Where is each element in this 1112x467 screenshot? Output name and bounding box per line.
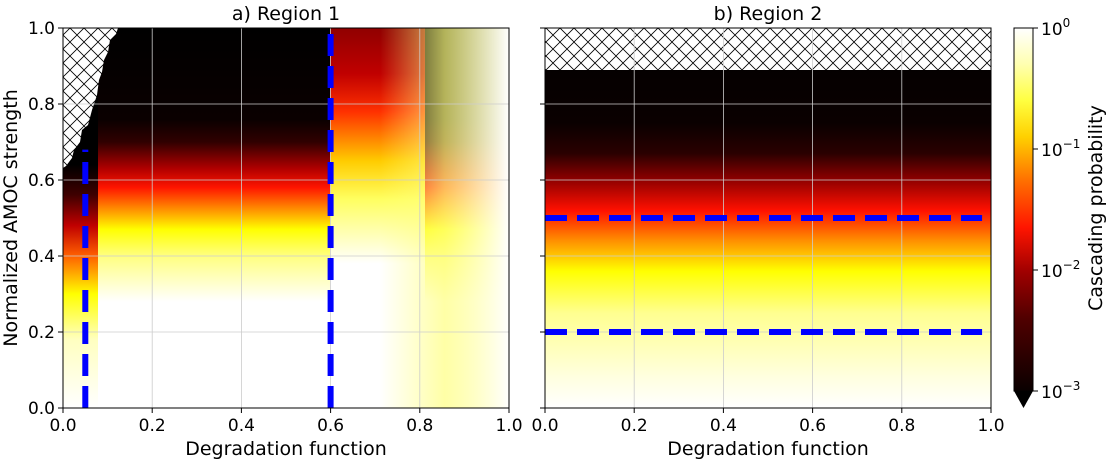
colorbar-gradient — [1014, 28, 1033, 391]
y-tick-label: 0.6 — [28, 171, 55, 191]
colorbar-tick-label: 10−1 — [1041, 137, 1080, 161]
x-tick-label: 0.8 — [406, 416, 433, 436]
x-tick-label: 0.6 — [799, 416, 826, 436]
grid-a — [63, 28, 509, 408]
x-tick-label: 0.4 — [228, 416, 255, 436]
x-tick-label: 0.6 — [317, 416, 344, 436]
y-tick-label: 0.2 — [28, 323, 55, 343]
reference-lines-a — [82, 28, 334, 408]
colorbar-tick-label: 10−2 — [1041, 258, 1080, 282]
colorbar-extend-min — [1014, 391, 1033, 408]
colorbar-ticks: 100 10−1 10−2 10−3 — [1033, 16, 1080, 403]
y-tick-label: 0.4 — [28, 247, 55, 267]
x-tick-label: 0.0 — [531, 416, 558, 436]
panel-a-title: a) Region 1 — [232, 3, 340, 25]
y-tick-label: 0.8 — [28, 95, 55, 115]
x-axis-label-a: Degradation function — [185, 438, 387, 460]
colorbar: 100 10−1 10−2 10−3 Cascading probability — [1013, 16, 1107, 408]
panel-region-1 — [63, 28, 509, 408]
x-tick-label: 1.0 — [977, 416, 1004, 436]
no-data-hatch — [545, 28, 991, 70]
x-tick-label: 1.0 — [495, 416, 522, 436]
y-axis-label-a: Normalized AMOC strength — [0, 89, 22, 346]
colorbar-tick-label: 100 — [1041, 16, 1070, 40]
heatmap-edge-region — [380, 28, 509, 408]
x-tick-label: 0.8 — [888, 416, 915, 436]
x-tick-label: 0.2 — [139, 416, 166, 436]
x-axis-label-b: Degradation function — [667, 438, 869, 460]
reference-lines-b — [545, 215, 983, 335]
colorbar-label: Cascading probability — [1085, 105, 1107, 311]
axes-frame-b — [544, 27, 992, 409]
x-tick-label: 0.0 — [49, 416, 76, 436]
axis-ticks: 0.0 0.2 0.4 0.6 0.8 1.0 0.0 0.2 0.4 0.6 0.8 1.0 0.0 0… — [28, 19, 1005, 436]
no-data-hatch — [63, 28, 118, 168]
colorbar-frame — [1013, 27, 1034, 392]
y-tick-label: 1.0 — [28, 19, 55, 39]
panel-b-title: b) Region 2 — [714, 3, 823, 25]
x-tick-label: 0.2 — [621, 416, 648, 436]
axes-frame-a — [62, 27, 510, 409]
colorbar-tick-label: 10−3 — [1041, 379, 1080, 403]
x-tick-label: 0.4 — [710, 416, 737, 436]
y-tick-label: 0.0 — [28, 399, 55, 419]
